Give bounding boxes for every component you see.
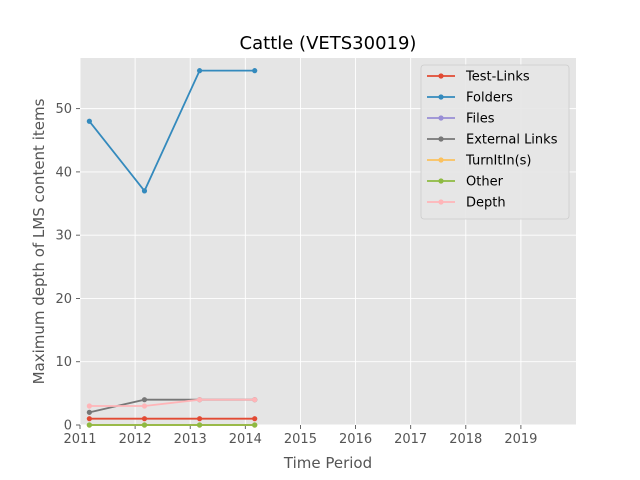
- series-layer: [86, 68, 258, 428]
- legend-marker: [438, 178, 444, 184]
- legend-item: Other: [427, 175, 504, 190]
- legend-box: [420, 64, 570, 220]
- y-tick-label: 0: [64, 419, 72, 434]
- data-point: [86, 416, 92, 422]
- legend-label: Test-Links: [465, 70, 530, 85]
- data-point: [86, 409, 92, 415]
- data-point: [86, 403, 92, 409]
- data-point: [86, 422, 92, 428]
- x-tick-label: 2018: [449, 432, 482, 447]
- legend: Test-Links Folders Files External Links Turn…: [420, 64, 570, 220]
- data-point: [141, 403, 148, 409]
- series-line: [89, 398, 255, 407]
- y-tick-label: 30: [55, 229, 72, 244]
- chart-title: Cattle (VETS30019): [240, 33, 417, 54]
- data-point: [141, 422, 148, 428]
- series-line: [88, 69, 255, 193]
- legend-marker: [438, 157, 444, 163]
- legend-item: Test-Links: [427, 70, 530, 85]
- legend-marker: [438, 136, 444, 142]
- y-axis-ticks: 0 10 20 30 40 50: [55, 102, 80, 434]
- legend-label: TurnItIn(s): [465, 154, 531, 169]
- data-point: [196, 422, 203, 428]
- series-test-links: [86, 416, 258, 422]
- series-other: [86, 422, 258, 428]
- x-tick-label: 2017: [394, 432, 427, 447]
- data-point: [141, 416, 148, 422]
- data-point: [196, 397, 203, 403]
- legend-label: Depth: [466, 196, 506, 211]
- x-tick-label: 2013: [174, 432, 207, 447]
- y-tick-label: 40: [55, 165, 72, 180]
- data-point: [252, 68, 258, 74]
- data-point: [252, 416, 258, 422]
- x-axis-ticks: 2011 2012 2013 2014 2015 2016 2017 2018 2019: [63, 425, 537, 447]
- series-depth: [86, 397, 258, 409]
- legend-item: Files: [427, 112, 495, 127]
- x-tick-label: 2015: [284, 432, 317, 447]
- y-axis-label: Maximum depth of LMS content items: [30, 98, 48, 384]
- x-tick-label: 2019: [504, 432, 537, 447]
- legend-item: Folders: [427, 91, 513, 106]
- data-point: [196, 68, 203, 74]
- data-point: [141, 397, 148, 403]
- series-folders: [86, 68, 258, 194]
- legend-marker: [438, 199, 444, 205]
- legend-item: TurnItIn(s): [427, 154, 531, 169]
- legend-label: Folders: [466, 91, 513, 106]
- legend-marker: [438, 73, 444, 79]
- legend-item: Depth: [427, 196, 506, 211]
- x-tick-label: 2011: [63, 432, 96, 447]
- x-tick-label: 2014: [229, 432, 262, 447]
- x-axis-label: Time Period: [283, 454, 372, 472]
- y-tick-label: 50: [55, 102, 72, 117]
- legend-marker: [438, 115, 444, 121]
- x-tick-label: 2012: [119, 432, 152, 447]
- legend-label: Files: [466, 112, 495, 127]
- legend-marker: [438, 94, 444, 100]
- data-point: [252, 397, 258, 403]
- y-tick-label: 10: [55, 355, 72, 370]
- legend-item: External Links: [427, 133, 558, 148]
- legend-label: External Links: [466, 133, 558, 148]
- data-point: [141, 188, 148, 194]
- data-point: [252, 422, 258, 428]
- data-point: [86, 118, 92, 124]
- y-tick-label: 20: [55, 292, 72, 307]
- x-tick-label: 2016: [339, 432, 372, 447]
- data-point: [196, 416, 203, 422]
- legend-label: Other: [466, 175, 504, 190]
